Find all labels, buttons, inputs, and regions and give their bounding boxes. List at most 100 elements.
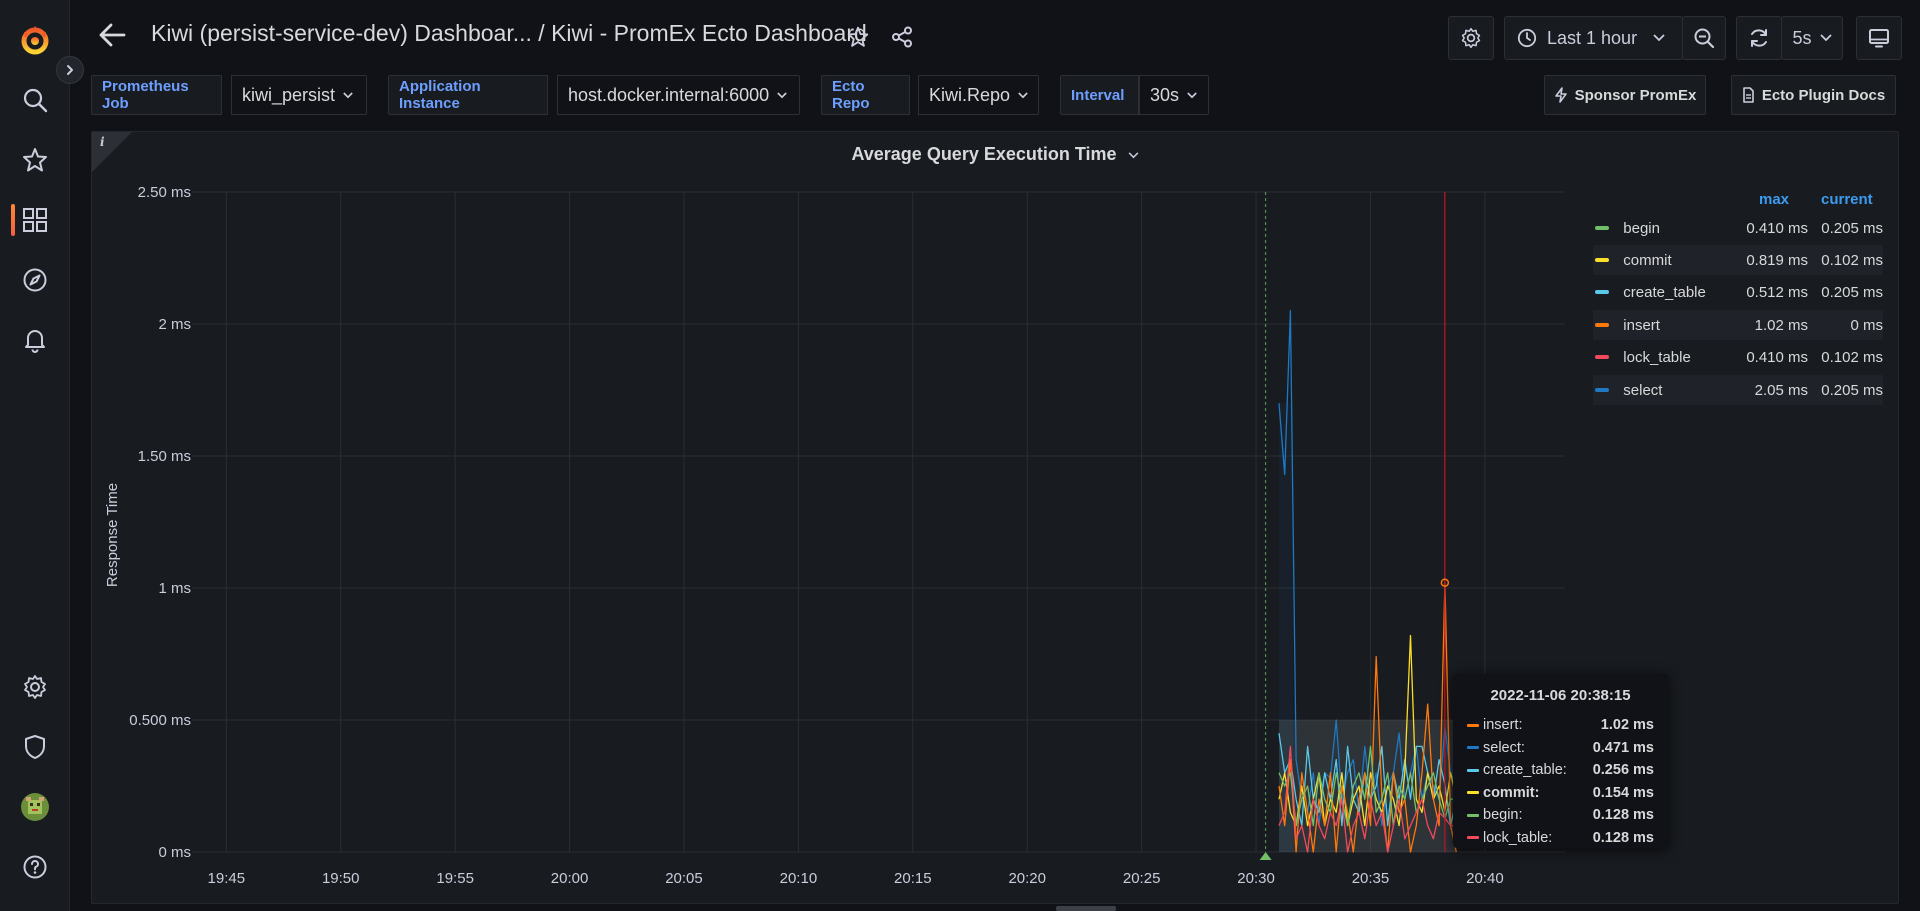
panel-title[interactable]: Average Query Execution Time [92, 144, 1898, 165]
refresh-interval-label: 5s [1792, 27, 1812, 48]
legend-current-value: 0.205 ms [1821, 283, 1883, 301]
tooltip-series-name: commit: [1483, 784, 1540, 801]
variable-select-prometheus-job[interactable]: kiwi_persist [231, 75, 367, 115]
hover-tooltip: 2022-11-06 20:38:15 insert: 1.02 ms select… [1453, 674, 1668, 848]
chevron-down-icon [343, 91, 353, 98]
info-icon[interactable]: i [100, 135, 105, 149]
panel-title-text: Average Query Execution Time [851, 144, 1117, 164]
legend-max-value: 2.05 ms [1754, 381, 1809, 399]
legend-row-create_table[interactable]: create_table 0.512 ms 0.205 ms [1593, 277, 1883, 307]
tooltip-swatch [1467, 791, 1479, 795]
chevron-down-icon [1653, 34, 1665, 42]
horizontal-scrollbar[interactable] [1056, 906, 1116, 911]
tooltip-series-value: 0.154 ms [1592, 784, 1654, 801]
explore-icon[interactable] [11, 256, 59, 304]
legend-swatch [1595, 290, 1610, 294]
dashboards-icon[interactable] [11, 196, 59, 244]
legend-row-commit[interactable]: commit 0.819 ms 0.102 ms [1593, 245, 1883, 275]
user-avatar[interactable] [11, 783, 59, 831]
legend-swatch [1595, 226, 1610, 230]
legend-row-insert[interactable]: insert 1.02 ms 0 ms [1593, 310, 1883, 340]
tooltip-row: select: 0.471 ms [1467, 737, 1654, 760]
zoom-out-icon [1694, 28, 1715, 49]
ecto-plugin-docs-link[interactable]: Ecto Plugin Docs [1731, 75, 1896, 115]
legend-header-max[interactable]: max [1759, 191, 1790, 208]
legend-series-name: insert [1623, 316, 1660, 334]
legend-row-select[interactable]: select 2.05 ms 0.205 ms [1593, 375, 1883, 405]
variable-value: Kiwi.Repo [929, 84, 1011, 105]
legend-row-begin[interactable]: begin 0.410 ms 0.205 ms [1593, 213, 1883, 243]
chevron-down-icon [1819, 34, 1832, 42]
tv-mode-button[interactable] [1856, 16, 1902, 60]
tooltip-row: lock_table: 0.128 ms [1467, 827, 1654, 850]
tooltip-series-name: begin: [1483, 807, 1523, 824]
tooltip-swatch [1467, 813, 1479, 817]
legend-series-name: commit [1623, 251, 1672, 269]
tooltip-series-value: 0.128 ms [1592, 807, 1654, 824]
dashboard-settings-button[interactable] [1448, 16, 1494, 60]
time-range-label: Last 1 hour [1547, 27, 1638, 48]
sidebar [0, 0, 70, 911]
legend-max-value: 1.02 ms [1754, 316, 1809, 334]
legend-swatch [1595, 323, 1610, 327]
back-arrow-icon[interactable] [98, 22, 126, 53]
tooltip-series-value: 0.256 ms [1592, 762, 1654, 779]
chevron-down-icon [1018, 91, 1028, 98]
configuration-icon[interactable] [11, 663, 59, 711]
legend-current-value: 0.102 ms [1821, 251, 1883, 269]
alerting-icon[interactable] [11, 316, 59, 364]
gear-icon [1461, 27, 1481, 49]
legend-series-name: create_table [1623, 283, 1706, 301]
tooltip-swatch [1467, 723, 1479, 727]
bolt-icon [1554, 87, 1567, 103]
search-icon[interactable] [11, 76, 59, 124]
grafana-logo[interactable] [11, 16, 59, 64]
legend-series-name: select [1623, 381, 1663, 399]
sponsor-promex-link[interactable]: Sponsor PromEx [1544, 75, 1706, 115]
variable-value: kiwi_persist [242, 84, 336, 105]
variable-value: 30s [1150, 84, 1180, 105]
chevron-down-icon [1187, 91, 1197, 98]
server-admin-icon[interactable] [11, 723, 59, 771]
starred-icon[interactable] [11, 136, 59, 184]
legend-max-value: 0.410 ms [1746, 219, 1809, 237]
tooltip-row: create_table: 0.256 ms [1467, 759, 1654, 782]
legend-max-value: 0.512 ms [1746, 283, 1809, 301]
legend-max-value: 0.410 ms [1746, 348, 1809, 366]
sidebar-expand-button[interactable] [56, 56, 84, 84]
star-icon[interactable] [847, 26, 869, 53]
page-title[interactable]: Kiwi (persist-service-dev) Dashboar... /… [151, 20, 867, 46]
tooltip-swatch [1467, 746, 1479, 750]
variable-label-interval: Interval [1060, 75, 1139, 115]
docs-link-label: Ecto Plugin Docs [1761, 86, 1886, 104]
zoom-out-button[interactable] [1682, 16, 1726, 60]
legend-swatch [1595, 355, 1610, 359]
refresh-icon [1751, 29, 1767, 47]
variable-select-application-instance[interactable]: host.docker.internal:6000 [557, 75, 800, 115]
legend-swatch [1595, 388, 1610, 392]
tooltip-series-name: lock_table: [1483, 829, 1553, 846]
share-icon[interactable] [891, 26, 913, 53]
legend-series-name: lock_table [1623, 348, 1691, 366]
variable-select-ecto-repo[interactable]: Kiwi.Repo [918, 75, 1039, 115]
variable-label-prometheus-job: Prometheus Job [91, 75, 222, 115]
refresh-button[interactable] [1736, 16, 1782, 60]
tooltip-series-value: 0.128 ms [1592, 829, 1654, 846]
panel-info-corner[interactable] [92, 132, 132, 172]
tooltip-row: begin: 0.128 ms [1467, 804, 1654, 827]
legend-row-lock_table[interactable]: lock_table 0.410 ms 0.102 ms [1593, 342, 1883, 372]
legend-current-value: 0.102 ms [1821, 348, 1883, 366]
tooltip-row: commit: 0.154 ms [1467, 782, 1654, 805]
tooltip-series-name: insert: [1483, 717, 1523, 734]
variable-select-interval[interactable]: 30s [1139, 75, 1209, 115]
legend-max-value: 0.819 ms [1746, 251, 1809, 269]
tooltip-series-name: select: [1483, 739, 1525, 756]
document-icon [1743, 87, 1754, 103]
help-icon[interactable] [11, 843, 59, 891]
legend-header-current[interactable]: current [1821, 191, 1873, 208]
tooltip-time: 2022-11-06 20:38:15 [1490, 687, 1631, 704]
tooltip-rows: insert: 1.02 ms select: 0.471 ms create_tabl… [1467, 714, 1654, 849]
refresh-interval-picker[interactable]: 5s [1781, 16, 1843, 60]
tooltip-series-value: 1.02 ms [1600, 717, 1654, 734]
time-range-picker[interactable]: Last 1 hour [1504, 16, 1683, 60]
